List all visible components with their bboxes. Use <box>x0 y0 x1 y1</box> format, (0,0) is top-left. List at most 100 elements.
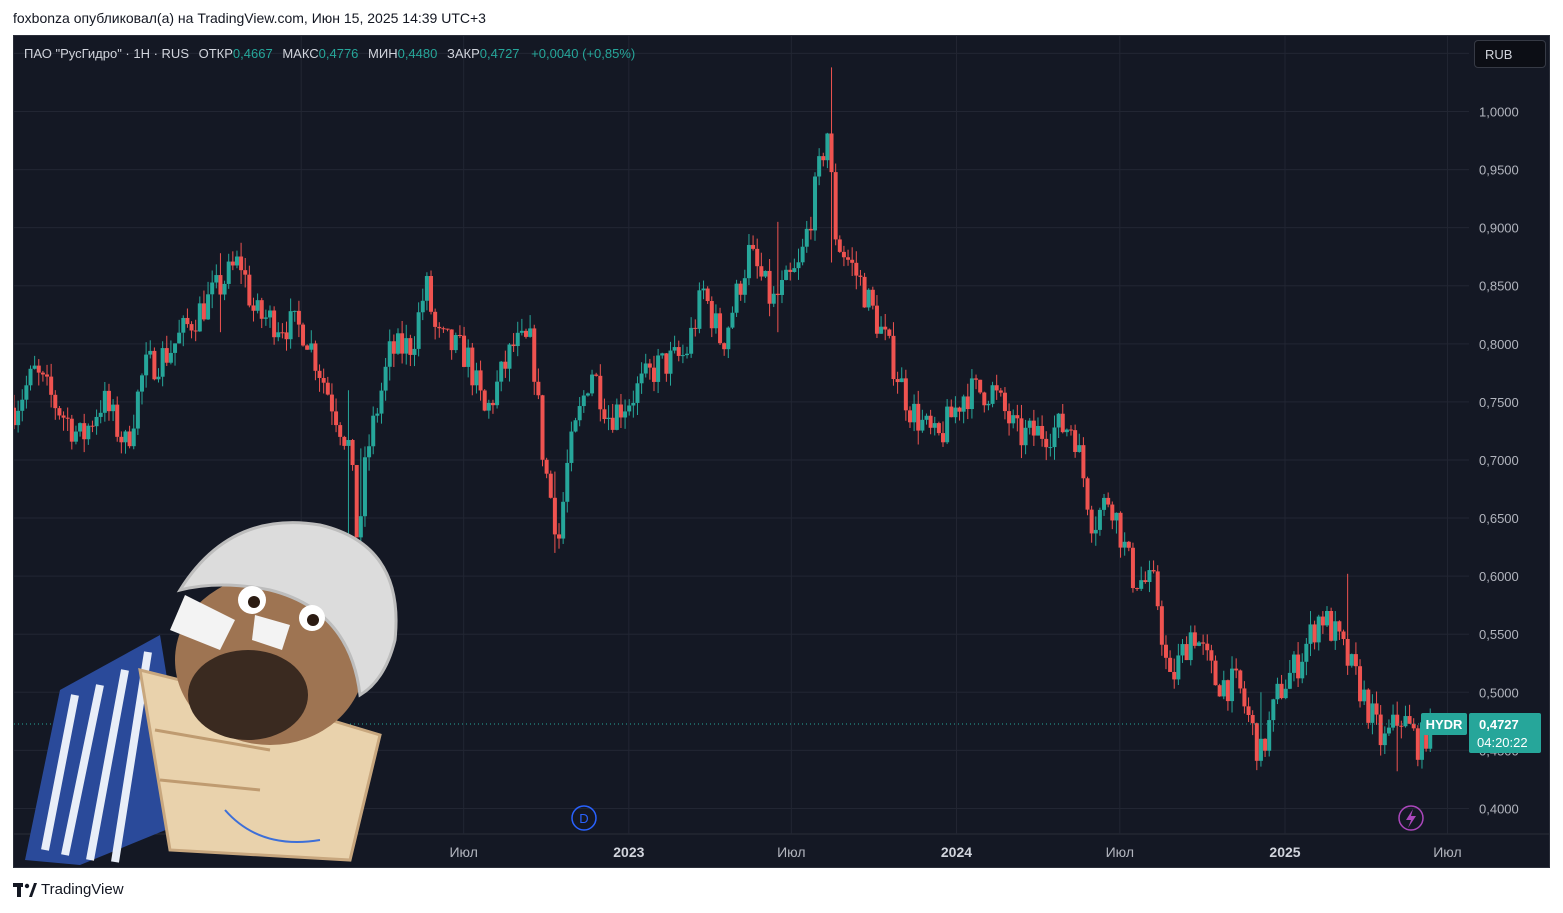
candle-body <box>1031 420 1036 436</box>
candle-body <box>499 361 504 382</box>
candle-body <box>210 282 215 295</box>
candle-body <box>916 403 921 431</box>
candle-body <box>1312 624 1317 643</box>
candle-body <box>610 417 615 430</box>
candle-body <box>1159 606 1164 645</box>
x-tick-label: Июл <box>449 844 477 860</box>
candle-body <box>870 289 875 306</box>
candle-body <box>813 176 818 231</box>
candle-body <box>73 431 78 442</box>
candle-body <box>106 390 111 412</box>
footer-brand-text: TradingView <box>41 881 124 898</box>
candle-body <box>338 425 343 437</box>
candle-body <box>404 338 409 354</box>
candle-body <box>424 276 429 301</box>
open-label: ОТКР <box>198 46 233 61</box>
candle-body <box>1275 683 1280 700</box>
candle-body <box>821 156 826 161</box>
candle-body <box>1395 714 1400 726</box>
candle-body <box>247 274 252 306</box>
candle-body <box>1345 638 1350 666</box>
candle-body <box>14 407 16 426</box>
candle-body <box>115 404 120 437</box>
candle-body <box>998 390 1003 393</box>
candle-body <box>334 411 339 426</box>
candle-body <box>358 516 363 538</box>
candle-body <box>420 300 425 313</box>
candle-body <box>767 270 772 304</box>
candle-body <box>808 228 813 231</box>
candle-body <box>90 425 95 427</box>
candle-body <box>28 368 33 386</box>
candle-body <box>1002 392 1007 412</box>
candle-body <box>928 415 933 428</box>
candle-body <box>1304 643 1309 662</box>
candle-body <box>65 417 70 419</box>
candle-body <box>173 343 178 353</box>
candle-body <box>478 370 483 391</box>
candle-body <box>742 278 747 295</box>
candle-body <box>833 172 838 240</box>
candle-body <box>61 415 66 418</box>
candle-body <box>990 385 995 404</box>
candle-body <box>1378 714 1383 746</box>
candle-body <box>1300 661 1305 679</box>
candle-body <box>1035 425 1040 436</box>
candle-body <box>1089 509 1094 534</box>
candle-body <box>557 534 562 539</box>
candle-body <box>1052 427 1057 448</box>
candle-body <box>1358 666 1363 702</box>
candle-body <box>1081 445 1086 479</box>
candle-body <box>1337 621 1342 632</box>
candle-body <box>602 409 607 420</box>
candle-body <box>350 439 355 466</box>
candle-body <box>111 404 116 412</box>
candle-body <box>1325 610 1330 626</box>
close-value: 0,4727 <box>479 46 520 61</box>
candle-body <box>449 329 454 351</box>
candle-body <box>709 301 714 329</box>
candle-body <box>49 376 54 395</box>
candle-body <box>660 353 665 356</box>
candle-body <box>1258 738 1263 761</box>
candle-body <box>879 326 884 334</box>
candle-body <box>69 418 74 442</box>
candle-body <box>189 324 194 331</box>
candle-body <box>1320 616 1325 626</box>
candle-body <box>961 396 966 412</box>
candle-body <box>647 363 652 368</box>
candle-body <box>1188 632 1193 661</box>
candle-body <box>515 332 520 347</box>
candle-body <box>135 391 140 429</box>
candle-body <box>32 365 37 369</box>
candle-body <box>730 312 735 328</box>
candle-body <box>1015 415 1020 419</box>
candle-body <box>1114 512 1119 521</box>
candle-body <box>1263 738 1268 751</box>
candle-body <box>1209 650 1214 661</box>
candle-body <box>1287 672 1292 689</box>
candle-body <box>482 390 487 411</box>
candle-body <box>1254 723 1259 761</box>
footer-brand[interactable]: TradingView <box>13 881 124 898</box>
candle-body <box>251 305 256 311</box>
currency-button[interactable]: RUB <box>1474 40 1546 68</box>
candle-body <box>453 335 458 351</box>
candle-body <box>837 239 842 252</box>
candle-body <box>1428 723 1433 749</box>
ticker-tag-label: HYDR <box>1426 717 1463 732</box>
candle-body <box>1341 631 1346 639</box>
low-label: МИН <box>368 46 398 61</box>
candle-body <box>1225 680 1230 702</box>
candle-body <box>548 473 553 498</box>
y-tick-label: 0,5000 <box>1479 685 1519 700</box>
candle-body <box>664 353 669 374</box>
candle-body <box>193 330 198 332</box>
candle-body <box>800 246 805 263</box>
candle-body <box>457 335 462 337</box>
candle-body <box>685 353 690 356</box>
candle-body <box>305 345 310 350</box>
candle-body <box>949 406 954 418</box>
dividend-marker-label: D <box>579 811 588 826</box>
candle-body <box>433 311 438 327</box>
